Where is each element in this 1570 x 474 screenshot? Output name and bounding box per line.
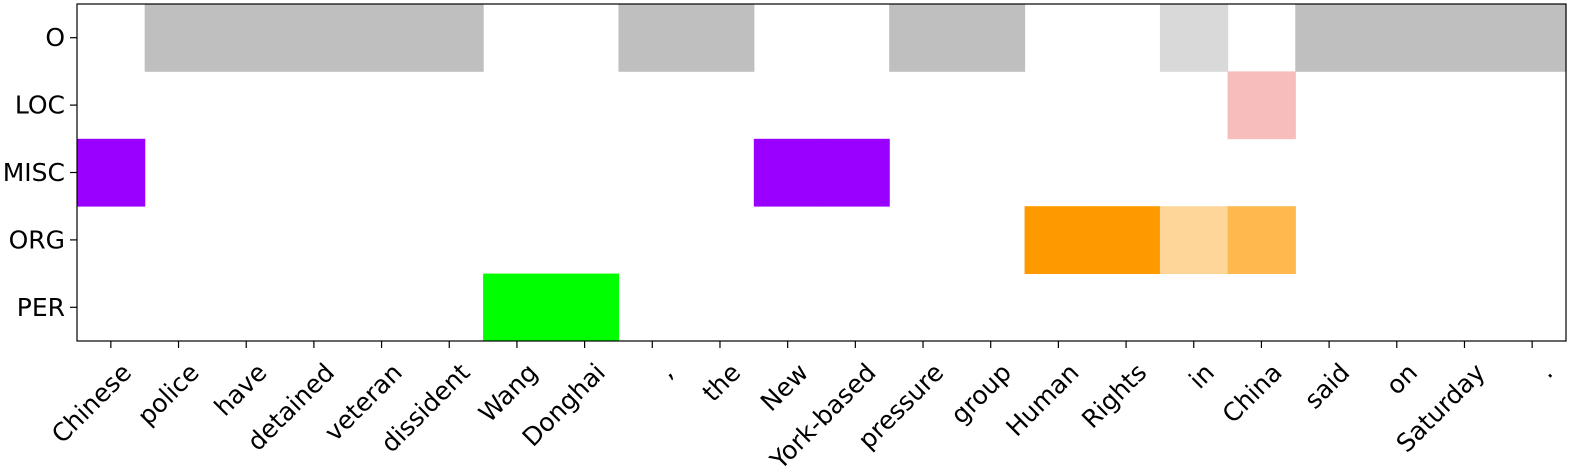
x-tick-label: on [1381,358,1424,401]
heatmap-cell-per-6 [483,273,552,342]
heatmap-cell-org-14 [1024,206,1093,274]
x-tick-label: police [132,358,205,431]
heatmap-cell-org-15 [1092,206,1161,274]
y-axis: O LOC MISC ORG PER [3,23,77,322]
y-tick-label: PER [17,293,65,322]
x-tick-label: China [1217,358,1288,429]
heatmap-cell-org-17 [1227,206,1296,274]
heatmap-cell-o-13 [956,4,1026,72]
y-tick-label: ORG [9,225,65,254]
heatmap-cell-loc-17 [1227,71,1296,140]
heatmap-cell-o-9 [686,4,755,72]
y-tick-label: LOC [15,91,65,120]
heatmap-cell-o-20 [1430,4,1499,72]
x-tick-label: , [652,358,678,384]
x-tick-label: Chinese [46,358,137,449]
x-tick-label: Human [1000,358,1084,442]
x-tick-label: have [209,358,273,422]
heatmap-cell-o-4 [347,4,417,72]
heatmap-cell-per-7 [550,273,620,342]
heatmap-cell-misc-11 [821,138,890,207]
heatmap-cell-misc-10 [753,138,823,207]
heatmap-cells [77,4,1567,342]
heatmap-cell-o-5 [415,4,484,72]
plot-frame [76,3,1567,342]
heatmap-cell-o-18 [1295,4,1364,72]
heatmap-cell-o-19 [1362,4,1432,72]
heatmap-cell-o-16 [1159,4,1229,72]
x-tick-label: in [1183,358,1220,395]
x-tick-label: the [697,358,747,408]
heatmap-cell-o-21 [1498,4,1567,72]
heatmap-cell-misc-0 [77,138,146,207]
y-tick-label: O [45,23,65,52]
x-tick-label: New [755,358,814,417]
heatmap-cell-o-1 [144,4,213,72]
y-tick-label: MISC [3,158,65,187]
x-tick-label: said [1299,358,1356,415]
heatmap-cell-o-3 [280,4,349,72]
heatmap-cell-org-16 [1159,206,1229,274]
heatmap-cell-o-2 [212,4,281,72]
heatmap-cell-o-12 [889,4,958,72]
x-tick-label: Rights [1076,358,1152,434]
x-tick-label: . [1532,358,1558,384]
heatmap-cell-o-8 [618,4,687,72]
